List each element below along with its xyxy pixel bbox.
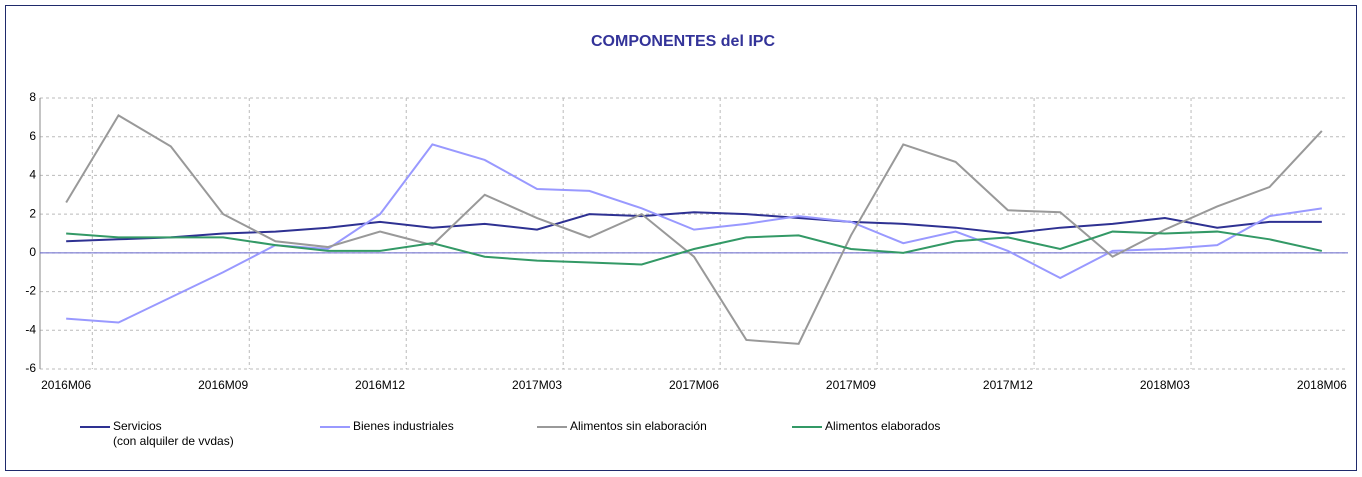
legend-label: Bienes industriales (353, 419, 454, 433)
x-tick-label: 2017M09 (826, 378, 876, 392)
y-tick-label: 6 (29, 129, 36, 143)
legend-label: Alimentos sin elaboración (570, 419, 707, 433)
x-tick-label: 2017M03 (512, 378, 562, 392)
y-tick-label: 2 (29, 206, 36, 220)
series-line (66, 211, 1322, 243)
x-tick-label: 2016M06 (41, 378, 91, 392)
y-tick-label: 0 (29, 245, 36, 259)
x-tick-label: 2016M12 (355, 378, 405, 392)
y-tick-label: -4 (25, 322, 36, 336)
y-tick-label: -6 (25, 361, 36, 375)
x-tick-label: 2016M09 (198, 378, 248, 392)
chart-title: COMPONENTES del IPC (591, 33, 775, 50)
x-tick-label: 2018M06 (1297, 378, 1347, 392)
x-tick-label: 2017M06 (669, 378, 719, 392)
y-tick-label: 4 (29, 168, 36, 182)
legend-label: Alimentos elaborados (825, 419, 941, 433)
legend-label: Servicios (con alquiler de vvdas) (113, 419, 234, 448)
series-line (65, 114, 1323, 345)
x-tick-label: 2017M12 (983, 378, 1033, 392)
series-line (66, 230, 1323, 266)
y-tick-label: 8 (29, 90, 36, 104)
x-tick-label: 2018M03 (1140, 378, 1190, 392)
y-tick-label: -2 (25, 284, 36, 298)
